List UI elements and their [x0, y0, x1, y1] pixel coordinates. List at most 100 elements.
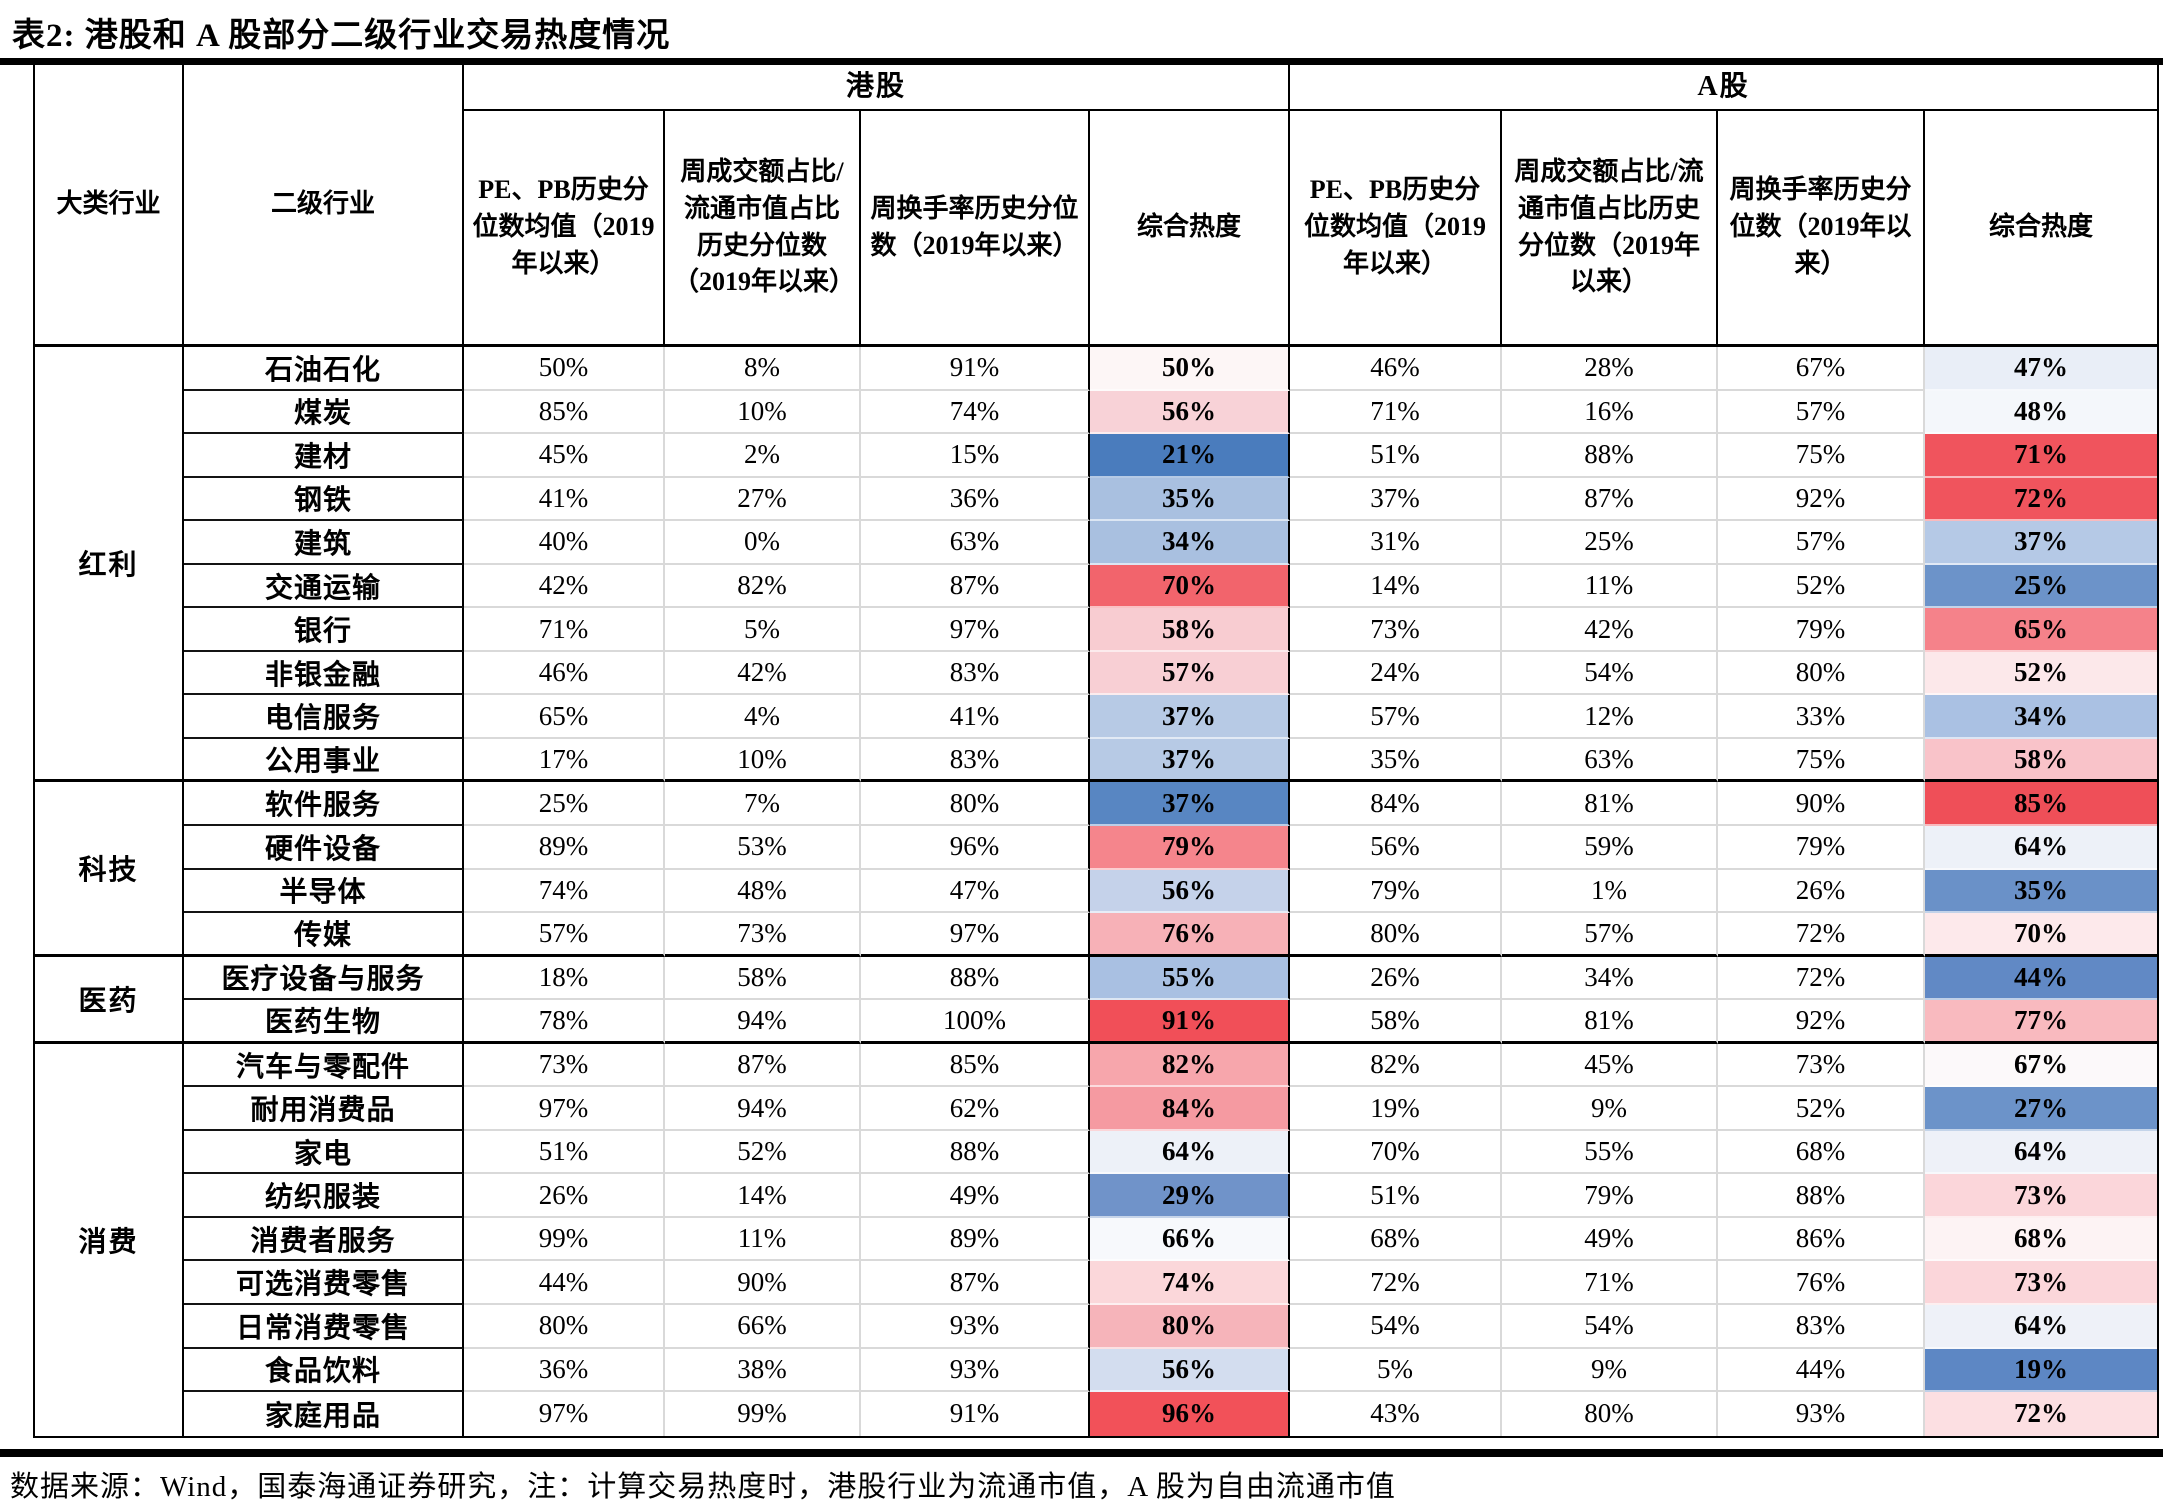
a-value-cell: 54%	[1502, 1305, 1718, 1349]
a-value-cell: 25%	[1502, 521, 1718, 565]
hk-value-cell: 14%	[665, 1174, 861, 1218]
header-group-hk: 港股	[464, 65, 1290, 111]
a-value-cell: 80%	[1718, 651, 1925, 696]
industry-cell: 食品饮料	[184, 1348, 464, 1393]
hk-value-cell: 8%	[665, 347, 861, 391]
hk-value-cell: 82%	[665, 564, 861, 609]
hk-value-cell: 90%	[665, 1261, 861, 1306]
hk-composite-cell: 91%	[1090, 1000, 1290, 1044]
a-value-cell: 55%	[1502, 1130, 1718, 1175]
header-hk-composite: 综合热度	[1090, 111, 1290, 347]
top-rule	[0, 58, 2163, 65]
hk-value-cell: 94%	[665, 1087, 861, 1131]
hk-value-cell: 97%	[861, 913, 1090, 957]
hk-value-cell: 97%	[861, 608, 1090, 652]
hk-value-cell: 87%	[861, 1261, 1090, 1306]
hk-composite-cell: 21%	[1090, 434, 1290, 478]
hk-value-cell: 93%	[861, 1348, 1090, 1393]
industry-cell: 家庭用品	[184, 1392, 464, 1436]
hk-value-cell: 85%	[861, 1043, 1090, 1088]
hk-value-cell: 15%	[861, 434, 1090, 478]
a-value-cell: 73%	[1290, 608, 1502, 652]
a-composite-cell: 19%	[1925, 1348, 2157, 1393]
a-composite-cell: 25%	[1925, 564, 2157, 609]
hk-value-cell: 88%	[861, 956, 1090, 1001]
header-hk-turnover-rate: 周换手率历史分位数（2019年以来）	[861, 111, 1090, 347]
hk-value-cell: 42%	[665, 651, 861, 696]
hk-value-cell: 57%	[464, 913, 665, 957]
a-composite-cell: 71%	[1925, 434, 2157, 478]
hk-value-cell: 74%	[861, 390, 1090, 435]
a-value-cell: 67%	[1718, 347, 1925, 391]
group-label-1: 科技	[35, 782, 184, 957]
a-value-cell: 54%	[1502, 651, 1718, 696]
a-value-cell: 26%	[1718, 869, 1925, 914]
a-value-cell: 83%	[1718, 1305, 1925, 1349]
a-value-cell: 79%	[1502, 1174, 1718, 1218]
a-value-cell: 54%	[1290, 1305, 1502, 1349]
a-composite-cell: 73%	[1925, 1261, 2157, 1306]
a-value-cell: 42%	[1502, 608, 1718, 652]
hk-value-cell: 48%	[665, 869, 861, 914]
a-value-cell: 1%	[1502, 869, 1718, 914]
header-group-a: A股	[1290, 65, 2157, 111]
table-title: 表2: 港股和 A 股部分二级行业交易热度情况	[12, 18, 671, 54]
a-value-cell: 31%	[1290, 521, 1502, 565]
a-composite-cell: 64%	[1925, 1130, 2157, 1175]
hk-value-cell: 96%	[861, 826, 1090, 870]
hk-composite-cell: 34%	[1090, 521, 1290, 565]
industry-cell: 建材	[184, 434, 464, 478]
a-value-cell: 11%	[1502, 564, 1718, 609]
hk-value-cell: 7%	[665, 782, 861, 827]
a-value-cell: 93%	[1718, 1392, 1925, 1436]
a-value-cell: 72%	[1290, 1261, 1502, 1306]
industry-cell: 消费者服务	[184, 1217, 464, 1262]
hk-value-cell: 17%	[464, 738, 665, 783]
a-composite-cell: 77%	[1925, 1000, 2157, 1044]
hk-value-cell: 45%	[464, 434, 665, 478]
heat-table: 大类行业 二级行业 港股 A股 PE、PB历史分位数均值（2019年以来） 周成交额占比/…	[33, 65, 2159, 1438]
header-a-turnover-rate: 周换手率历史分位数（2019年以来）	[1718, 111, 1925, 347]
hk-value-cell: 58%	[665, 956, 861, 1001]
industry-cell: 非银金融	[184, 651, 464, 696]
hk-value-cell: 91%	[861, 347, 1090, 391]
a-composite-cell: 64%	[1925, 826, 2157, 870]
hk-composite-cell: 37%	[1090, 782, 1290, 827]
hk-value-cell: 99%	[665, 1392, 861, 1436]
hk-value-cell: 4%	[665, 695, 861, 739]
a-value-cell: 57%	[1718, 521, 1925, 565]
hk-value-cell: 73%	[464, 1043, 665, 1088]
a-composite-cell: 72%	[1925, 477, 2157, 522]
a-value-cell: 37%	[1290, 477, 1502, 522]
a-composite-cell: 72%	[1925, 1392, 2157, 1436]
a-value-cell: 52%	[1718, 1087, 1925, 1131]
a-composite-cell: 35%	[1925, 869, 2157, 914]
a-value-cell: 80%	[1502, 1392, 1718, 1436]
a-value-cell: 16%	[1502, 390, 1718, 435]
a-value-cell: 34%	[1502, 956, 1718, 1001]
footer-note: 数据来源：Wind，国泰海通证券研究，注：计算交易热度时，港股行业为流通市值，A…	[10, 1471, 1396, 1503]
hk-composite-cell: 96%	[1090, 1392, 1290, 1436]
hk-value-cell: 52%	[665, 1130, 861, 1175]
industry-cell: 日常消费零售	[184, 1305, 464, 1349]
a-composite-cell: 52%	[1925, 651, 2157, 696]
hk-composite-cell: 79%	[1090, 826, 1290, 870]
a-value-cell: 80%	[1290, 913, 1502, 957]
hk-composite-cell: 55%	[1090, 956, 1290, 1001]
industry-cell: 煤炭	[184, 390, 464, 435]
a-value-cell: 75%	[1718, 738, 1925, 783]
a-value-cell: 43%	[1290, 1392, 1502, 1436]
hk-value-cell: 100%	[861, 1000, 1090, 1044]
hk-composite-cell: 66%	[1090, 1217, 1290, 1262]
a-value-cell: 28%	[1502, 347, 1718, 391]
a-value-cell: 76%	[1718, 1261, 1925, 1306]
hk-value-cell: 94%	[665, 1000, 861, 1044]
hk-value-cell: 87%	[665, 1043, 861, 1088]
hk-value-cell: 41%	[861, 695, 1090, 739]
a-value-cell: 52%	[1718, 564, 1925, 609]
hk-value-cell: 2%	[665, 434, 861, 478]
hk-value-cell: 51%	[464, 1130, 665, 1175]
a-value-cell: 5%	[1290, 1348, 1502, 1393]
a-value-cell: 9%	[1502, 1348, 1718, 1393]
